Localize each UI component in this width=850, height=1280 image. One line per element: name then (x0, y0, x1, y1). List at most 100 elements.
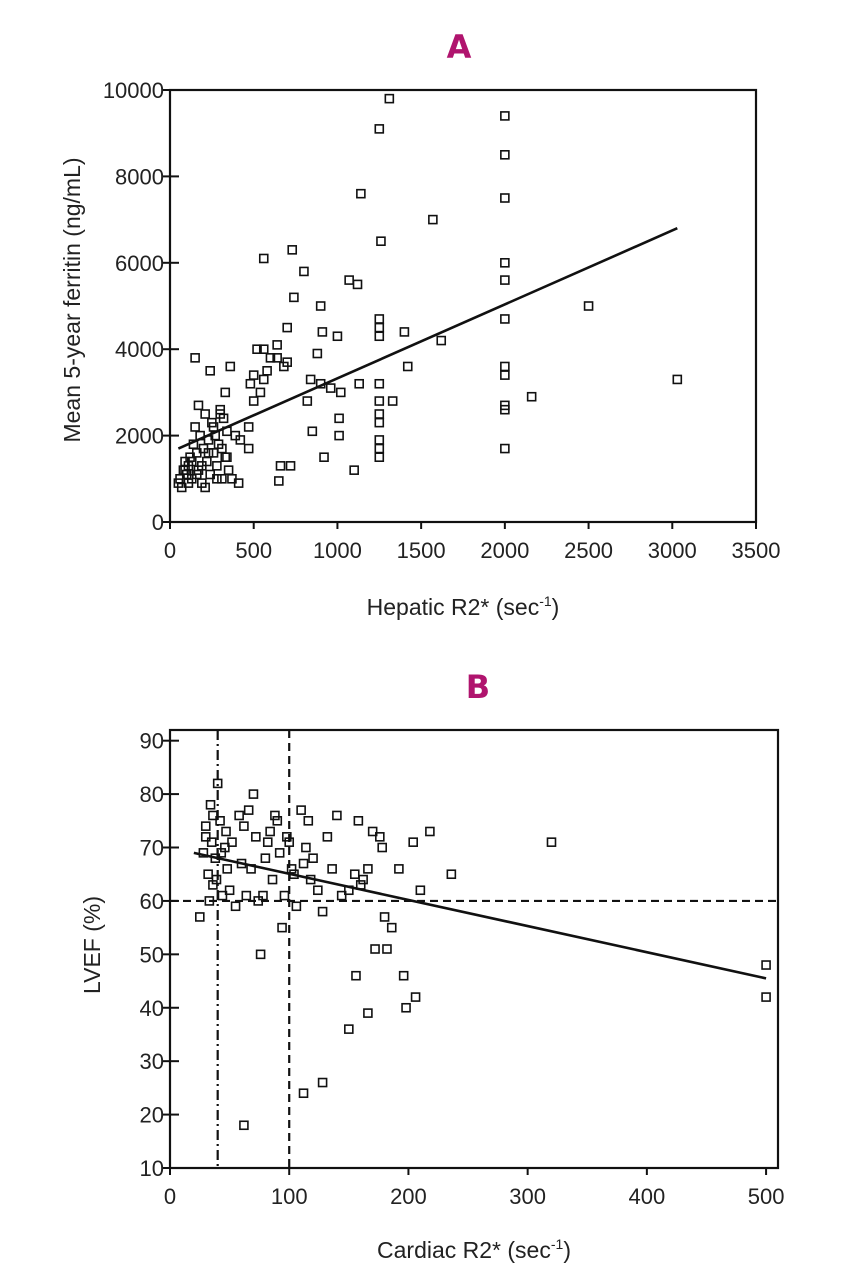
data-point (313, 885, 323, 896)
panel-b-y-axis-label: LVEF (%) (79, 896, 105, 994)
data-point (500, 150, 510, 160)
data-point (761, 992, 771, 1002)
y-tick-label: 2000 (115, 424, 164, 449)
data-point (327, 864, 337, 874)
data-point (500, 443, 510, 454)
x-tick-label: 0 (164, 1184, 176, 1209)
panel-b-ticks: 0 100 200 300 400 500 10 20 30 40 50 60 70 80 90 (140, 729, 785, 1209)
data-point (500, 361, 510, 372)
data-point (384, 93, 395, 104)
data-point (255, 387, 266, 398)
data-point (275, 461, 286, 471)
data-point (210, 853, 221, 863)
x-tick-label: 500 (235, 538, 272, 563)
x-tick-label: 200 (390, 1184, 427, 1209)
x-tick-label: 0 (164, 538, 176, 563)
data-point (255, 949, 266, 960)
data-point (258, 890, 268, 901)
y-tick-label: 4000 (115, 337, 164, 362)
data-point (197, 461, 207, 471)
data-point (241, 890, 252, 901)
data-point (500, 314, 510, 324)
data-point (217, 890, 228, 901)
data-point (500, 257, 510, 268)
data-point (215, 816, 225, 826)
x-tick-label: 2500 (564, 538, 613, 563)
data-point (349, 465, 359, 475)
data-point (398, 970, 409, 981)
data-point (317, 327, 328, 337)
y-tick-label: 60 (140, 889, 164, 914)
panel-a: A 0 500 1000 1500 2000 2500 3000 3500 0 2000 4000 6… (59, 28, 780, 620)
data-point (761, 960, 771, 970)
data-point (200, 409, 210, 419)
data-point (374, 409, 385, 419)
data-point (282, 832, 292, 842)
data-point (279, 890, 290, 901)
data-point (301, 842, 311, 853)
data-point (243, 422, 254, 432)
panel-b-plot-frame (168, 728, 780, 1170)
data-point (204, 896, 215, 906)
data-point (446, 869, 457, 880)
data-point (216, 848, 227, 858)
data-point (191, 469, 202, 480)
x-tick-label: 3000 (648, 538, 697, 563)
panel-b-points (195, 778, 771, 1131)
data-point (303, 816, 314, 826)
data-point (277, 922, 287, 933)
data-point (248, 789, 259, 799)
data-point (236, 858, 247, 869)
data-point (183, 478, 194, 488)
data-point (322, 832, 333, 842)
data-point (243, 443, 254, 454)
x-tick-label: 400 (629, 1184, 666, 1209)
data-point (344, 275, 354, 285)
data-point (223, 465, 234, 475)
data-point (208, 810, 218, 821)
data-point (436, 335, 447, 346)
data-point (217, 473, 227, 484)
data-point (262, 365, 272, 376)
data-point (272, 340, 282, 350)
data-point (289, 869, 299, 880)
panel-a-regression-line (177, 227, 678, 450)
data-point (500, 193, 510, 203)
data-point (410, 992, 421, 1002)
data-point (246, 864, 256, 874)
panel-a-plot-frame (168, 88, 758, 524)
data-point (402, 361, 413, 372)
data-point (376, 236, 386, 246)
y-tick-label: 6000 (115, 251, 164, 276)
data-point (356, 188, 366, 199)
data-point (274, 848, 285, 858)
data-point (353, 816, 364, 826)
data-point (272, 816, 283, 826)
data-point (302, 396, 313, 406)
data-point (227, 473, 237, 484)
data-point (258, 253, 269, 264)
data-point (363, 1008, 373, 1018)
data-point (265, 826, 275, 837)
panel-a-title: A (447, 28, 472, 66)
data-point (230, 901, 241, 912)
data-point (374, 396, 385, 406)
data-point (198, 848, 209, 858)
data-point (212, 473, 222, 484)
data-point (200, 832, 211, 842)
panel-b-regression-line (193, 851, 767, 980)
data-point (344, 1024, 354, 1034)
data-point (374, 331, 385, 342)
data-point (205, 799, 216, 810)
data-point (296, 805, 306, 815)
data-point (394, 864, 404, 874)
data-point (335, 387, 346, 398)
data-point (282, 357, 293, 367)
panel-a-x-axis-label: Hepatic R2* (sec-1) (367, 593, 560, 620)
data-point (190, 422, 200, 432)
data-point (354, 378, 364, 389)
panel-b-x-axis-label: Cardiac R2* (sec-1) (377, 1236, 571, 1263)
data-point (208, 422, 219, 432)
data-point (224, 885, 235, 896)
data-point (374, 443, 385, 454)
